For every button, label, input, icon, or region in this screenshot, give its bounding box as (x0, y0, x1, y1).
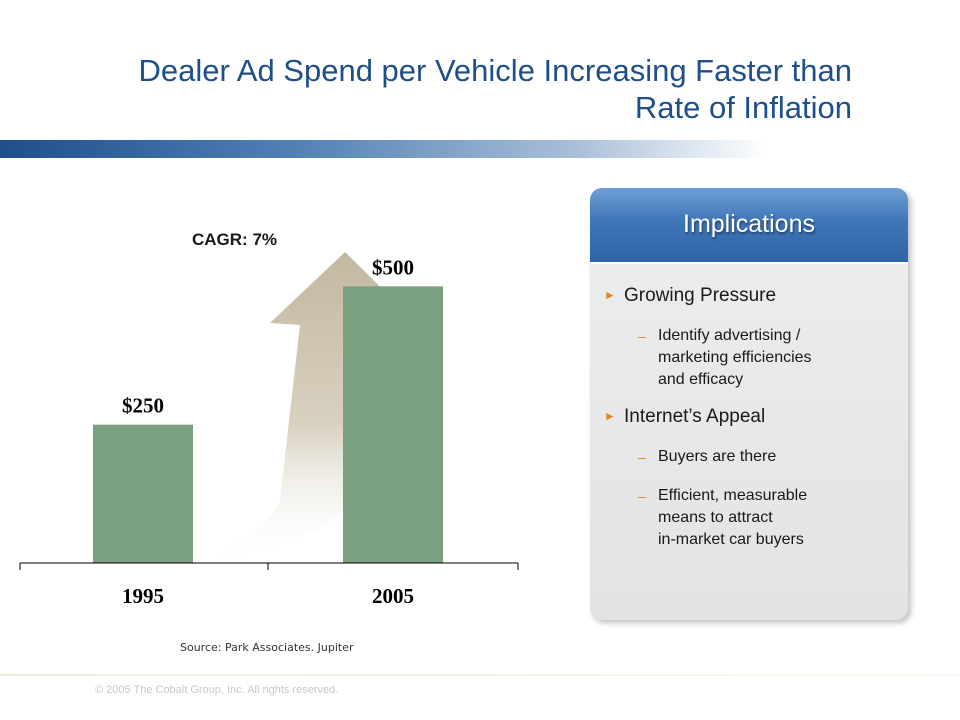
implications-panel: Implications ► Growing Pressure – Identify … (590, 188, 908, 620)
implication-subpoint: – Buyers are there (624, 446, 894, 468)
subpoint-line: Identify advertising / (658, 327, 801, 344)
dash-bullet-icon: – (638, 488, 646, 504)
subpoint-line: Efficient, measurable (658, 487, 808, 504)
copyright-notice: © 2005 The Cobalt Group, Inc. All rights… (95, 684, 339, 696)
subpoint-line: Buyers are there (658, 448, 777, 465)
dash-bullet-icon: – (638, 328, 646, 344)
subpoint-line: marketing efficiencies (658, 349, 812, 366)
implication-heading: Growing Pressure (624, 285, 777, 306)
subpoint-line: means to attract (658, 509, 773, 526)
bar-value-label: $250 (122, 394, 164, 418)
triangle-bullet-icon: ► (604, 409, 616, 423)
implications-list: ► Growing Pressure – Identify advertising /… (604, 284, 894, 551)
bar-chart: $250 1995 $500 2005 (19, 252, 519, 608)
title-underline-band (0, 140, 960, 158)
bar-value-label: $500 (372, 255, 414, 279)
subpoint-line: and efficacy (658, 371, 744, 388)
implication-item: ► Internet’s Appeal – Buyers are there – Effi… (604, 405, 894, 551)
implications-title: Implications (683, 210, 815, 238)
implication-subpoint: – Efficient, measurable means to attract in… (624, 485, 894, 551)
slide-title: Dealer Ad Spend per Vehicle Increasing F… (138, 53, 852, 125)
source-note: Source: Park Associates. Jupiter (180, 641, 354, 654)
dash-bullet-icon: – (638, 449, 646, 465)
bar-1995 (93, 424, 193, 563)
implication-subpoint: – Identify advertising / marketing efficie… (624, 325, 894, 391)
x-tick-label: 1995 (122, 584, 164, 608)
implication-item: ► Growing Pressure – Identify advertising /… (604, 284, 894, 391)
x-tick-label: 2005 (372, 584, 414, 608)
footer-divider (0, 674, 960, 676)
implications-header: Implications (590, 188, 908, 264)
bar-2005 (343, 286, 443, 563)
cagr-annotation: CAGR: 7% (192, 230, 278, 249)
subpoint-line: in-market car buyers (658, 531, 804, 548)
implication-heading: Internet’s Appeal (624, 406, 766, 427)
triangle-bullet-icon: ► (604, 288, 616, 302)
